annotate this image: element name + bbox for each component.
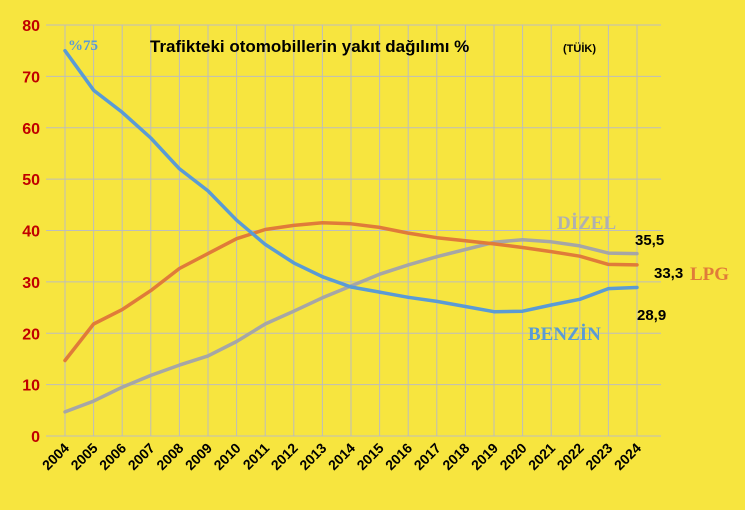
y-tick-label: 40 <box>22 224 40 241</box>
series-label-dizel: DİZEL <box>557 213 616 234</box>
y-tick-label: 80 <box>22 18 40 35</box>
x-tick-label: 2020 <box>496 440 529 473</box>
x-tick-label: 2023 <box>582 440 615 473</box>
y-tick-label: 0 <box>31 429 40 446</box>
y-tick-label: 30 <box>22 275 40 292</box>
x-tick-label: 2009 <box>182 440 215 473</box>
x-tick-label: 2015 <box>353 440 386 473</box>
x-tick-label: 2024 <box>611 440 644 473</box>
y-tick-label: 70 <box>22 69 40 86</box>
x-axis-ticks: 2004200520062007200820092010201120122013… <box>39 440 644 473</box>
series-label-lpg: LPG <box>690 264 729 285</box>
series-line-lpg <box>63 221 639 363</box>
y-tick-label: 60 <box>22 121 40 138</box>
lpg-end-value: 33,3 <box>654 265 683 282</box>
y-tick-label: 20 <box>22 326 40 343</box>
x-tick-label: 2016 <box>382 440 415 473</box>
series-label-benzin: BENZİN <box>528 324 601 345</box>
series-line-benzin <box>63 48 639 314</box>
grid <box>46 24 661 437</box>
x-tick-label: 2014 <box>325 440 358 473</box>
x-tick-label: 2017 <box>411 440 444 473</box>
x-tick-label: 2008 <box>153 440 186 473</box>
x-tick-label: 2013 <box>296 440 329 473</box>
y-tick-label: 10 <box>22 378 40 395</box>
x-tick-label: 2007 <box>125 440 158 473</box>
x-tick-label: 2022 <box>554 440 587 473</box>
x-tick-label: 2019 <box>468 440 501 473</box>
y-tick-label: 50 <box>22 172 40 189</box>
x-tick-label: 2012 <box>268 440 301 473</box>
x-tick-label: 2006 <box>96 440 129 473</box>
benzin-end-value: 28,9 <box>637 307 666 324</box>
chart-title: Trafikteki otomobillerin yakıt dağılımı … <box>150 37 469 56</box>
x-tick-label: 2010 <box>210 440 243 473</box>
x-tick-label: 2011 <box>240 440 273 473</box>
y-axis-ticks: 0 10 20 30 40 50 60 70 80 <box>22 18 40 446</box>
x-tick-label: 2021 <box>525 440 558 473</box>
benzin-start-annotation: %75 <box>68 38 98 54</box>
x-tick-label: 2005 <box>67 440 100 473</box>
series-lines <box>63 48 639 414</box>
chart-subtitle: (TÜİK) <box>563 42 596 55</box>
x-tick-label: 2004 <box>39 440 72 473</box>
dizel-end-value: 35,5 <box>635 232 664 249</box>
x-tick-label: 2018 <box>439 440 472 473</box>
